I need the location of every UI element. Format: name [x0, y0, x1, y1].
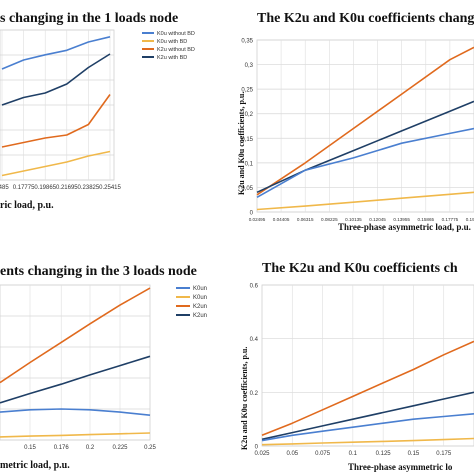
x-tick-label: 0485 — [0, 185, 9, 191]
panel-4-title: The K2u and K0u coefficients ch — [262, 261, 458, 276]
y-tick-label: 0,05 — [241, 186, 253, 192]
series-line — [0, 408, 151, 416]
x-tick-label: 0.25 — [144, 445, 156, 451]
y-tick-label: 0.4 — [250, 337, 259, 343]
y-tick-label: 0.6 — [250, 284, 259, 290]
panel-3-lines — [0, 287, 151, 438]
series-line — [261, 340, 474, 437]
series-line — [256, 46, 474, 196]
panel-4: The K2u and K0u coefficients ch 00.20.40… — [240, 261, 474, 472]
legend-label: K0u with BD — [157, 39, 187, 45]
series-line — [261, 413, 474, 442]
panel-1: s changing in the 1 loads node 0485 0.177… — [0, 11, 195, 211]
panel-2-y-label: K2u and K0u coefficients, p.u. — [237, 92, 246, 195]
x-tick-label: 0.15 — [408, 451, 420, 457]
x-tick-label: 0.075 — [315, 451, 331, 457]
x-tick-label: 0.12045 — [369, 217, 386, 222]
series-line — [1, 53, 111, 106]
legend-label: K2u with BD — [157, 55, 187, 61]
panel-4-y-label: K2u and K0u coefficients, p.u. — [240, 347, 249, 450]
series-line — [261, 437, 474, 446]
x-tick-label: 0.15 — [24, 445, 36, 451]
series-line — [256, 191, 474, 211]
y-tick-label: 0,25 — [241, 88, 253, 94]
x-tick-label: 0.13955 — [393, 217, 410, 222]
panel-1-x-label: ric load, p.u. — [0, 200, 54, 211]
y-tick-label: 0,1 — [245, 161, 254, 167]
series-line — [256, 127, 474, 198]
panel-4-x-label: Three-phase asymmetric lo — [348, 462, 453, 472]
panel-3-legend: K0un K0un K2un K2un — [176, 286, 207, 319]
x-tick-label: 0.175 — [436, 451, 452, 457]
x-tick-label: 0.15865 — [417, 217, 434, 222]
series-line — [0, 432, 151, 438]
x-tick-label: 0.176 — [54, 445, 70, 451]
panel-4-y-ticks: 0 0.2 0.4 0.6 — [250, 284, 259, 451]
y-tick-label: 0,15 — [241, 137, 253, 143]
x-tick-label: 0.23825 — [78, 185, 100, 191]
x-tick-label: 0.06315 — [297, 217, 314, 222]
plot-frame — [0, 284, 151, 441]
legend-label: K2un — [193, 304, 207, 310]
series-line — [0, 287, 151, 384]
panel-2-x-label: Three-phase asymmetric load, p.u. — [338, 222, 471, 232]
x-tick-label: 0.2 — [86, 445, 95, 451]
x-tick-label: 0.19685 — [466, 217, 474, 222]
panel-3-title: ents changing in the 3 loads node — [0, 264, 197, 279]
y-tick-label: 0,35 — [241, 39, 253, 45]
y-tick-label: 0 — [250, 211, 254, 217]
x-tick-label: 0.225 — [112, 445, 128, 451]
panel-3-x-label: metric load, p.u. — [0, 460, 70, 471]
series-line — [1, 150, 111, 177]
panel-1-lines — [1, 36, 111, 177]
panel-3: ents changing in the 3 loads node 0.15 0.… — [0, 264, 207, 471]
legend-label: K0un — [193, 286, 207, 292]
panel-2-title: The K2u and K0u coefficients chang — [257, 11, 474, 26]
panel-3-x-ticks: 0.15 0.176 0.2 0.225 0.25 — [24, 445, 156, 451]
x-tick-label: 0.08225 — [321, 217, 338, 222]
x-tick-label: 0.19865 — [34, 185, 56, 191]
y-tick-label: 0,3 — [245, 63, 254, 69]
panel-1-legend: K0u without BD K0u with BD K2u without B… — [142, 31, 195, 61]
y-tick-label: 0 — [255, 445, 259, 451]
panel-1-grid — [0, 29, 115, 181]
x-tick-label: 0.25415 — [99, 185, 121, 191]
series-line — [0, 355, 151, 404]
legend-label: K0un — [193, 295, 207, 301]
series-line — [1, 94, 111, 148]
x-tick-label: 0.04405 — [273, 217, 290, 222]
panel-4-lines — [261, 340, 474, 446]
legend-label: K0u without BD — [157, 31, 195, 37]
panel-4-grid — [261, 284, 474, 447]
x-tick-label: 0.025 — [254, 451, 270, 457]
series-line — [261, 391, 474, 441]
legend-label: K2un — [193, 313, 207, 319]
x-tick-label: 0.17775 — [442, 217, 459, 222]
plot-frame — [261, 284, 474, 447]
x-tick-label: 0.05 — [286, 451, 298, 457]
panel-4-x-ticks: 0.025 0.05 0.075 0.1 0.125 0.15 0.175 — [254, 451, 451, 457]
y-tick-label: 0,2 — [245, 112, 254, 118]
x-tick-label: 0.02495 — [249, 217, 266, 222]
x-tick-label: 0.125 — [376, 451, 392, 457]
x-tick-label: 0.10135 — [345, 217, 362, 222]
x-tick-label: 0.17775 — [13, 185, 35, 191]
panel-1-title: s changing in the 1 loads node — [0, 11, 178, 26]
panel-2-lines — [256, 46, 474, 211]
panel-3-grid — [0, 284, 151, 441]
panel-2: The K2u and K0u coefficients chang 0 0,05… — [237, 11, 474, 232]
legend-label: K2u without BD — [157, 47, 195, 53]
x-tick-label: 0.21695 — [56, 185, 78, 191]
series-line — [1, 36, 111, 70]
panel-2-y-ticks: 0 0,05 0,1 0,15 0,2 0,25 0,3 0,35 — [241, 39, 253, 217]
x-tick-label: 0.1 — [349, 451, 358, 457]
y-tick-label: 0.2 — [250, 391, 259, 397]
panel-2-x-ticks: 0.02495 0.04405 0.06315 0.08225 0.10135 0.120… — [249, 217, 474, 222]
